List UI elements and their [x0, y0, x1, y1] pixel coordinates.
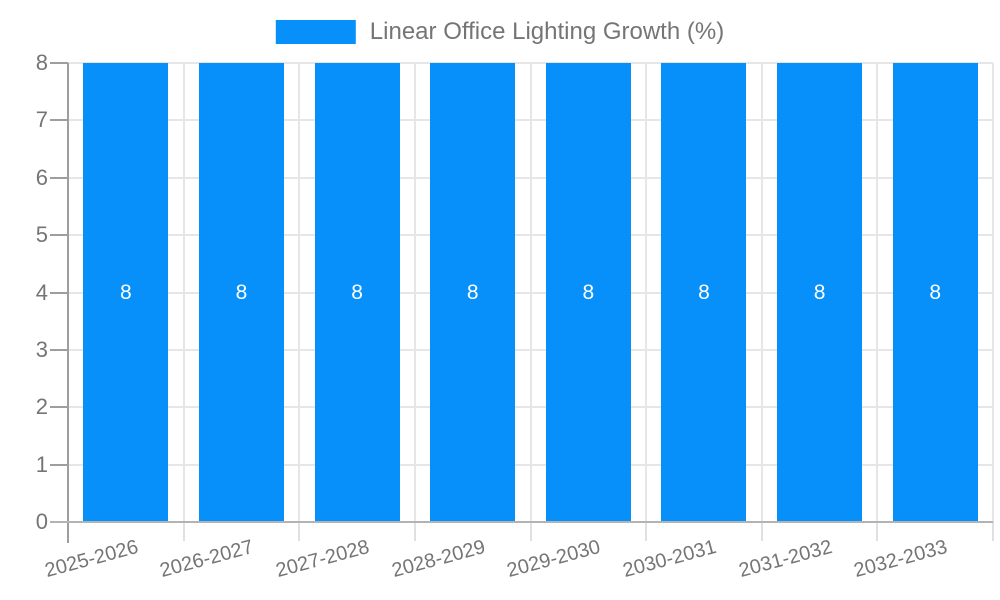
gridline-vertical: [992, 63, 994, 522]
bar: [314, 63, 400, 522]
x-axis-tick: [298, 522, 301, 541]
gridline-vertical: [529, 63, 532, 522]
bar: [661, 63, 747, 522]
x-axis-tick: [182, 522, 185, 541]
y-axis-tick-label: 5: [35, 222, 48, 248]
gridline-vertical: [413, 63, 416, 522]
gridline-vertical: [298, 63, 301, 522]
chart-legend: Linear Office Lighting Growth (%): [275, 18, 725, 45]
bar-value-label: 8: [813, 280, 826, 304]
y-axis-tick: [50, 348, 68, 351]
bar: [892, 63, 978, 522]
y-axis-tick-label: 8: [35, 50, 48, 75]
y-axis-tick: [50, 463, 68, 466]
y-axis-tick-label: 0: [35, 509, 48, 534]
bar: [83, 63, 169, 522]
bar-value-label: 8: [929, 280, 942, 304]
bar: [198, 63, 284, 522]
gridline-vertical: [876, 63, 879, 522]
y-axis-line: [67, 63, 69, 543]
legend-swatch: [275, 20, 356, 44]
x-axis-tick: [760, 522, 763, 541]
bar: [430, 63, 516, 522]
y-axis-tick-label: 4: [35, 279, 48, 305]
gridline-vertical: [182, 63, 185, 522]
y-axis-tick: [50, 234, 68, 237]
bar: [545, 63, 631, 522]
bar-value-label: 8: [235, 280, 248, 304]
x-axis-tick: [876, 522, 879, 541]
legend-label: Linear Office Lighting Growth (%): [369, 18, 725, 45]
x-axis-tick: [992, 522, 994, 541]
y-axis-tick-label: 2: [35, 394, 48, 420]
bar-value-label: 8: [351, 280, 363, 304]
bar-value-label: 8: [582, 280, 595, 304]
y-axis-tick-label: 3: [35, 336, 48, 362]
x-axis-tick: [413, 522, 416, 541]
y-axis-tick-label: 6: [35, 164, 48, 190]
y-axis-tick-label: 1: [35, 451, 48, 477]
x-axis-baseline: [50, 521, 993, 523]
y-axis-tick: [50, 176, 68, 179]
bar-value-label: 8: [119, 280, 132, 304]
bar-value-label: 8: [698, 280, 710, 304]
y-axis-tick: [50, 62, 68, 64]
y-axis-tick-label: 7: [35, 107, 48, 133]
y-axis-tick: [50, 406, 68, 409]
gridline-vertical: [645, 63, 648, 522]
x-axis-tick: [645, 522, 648, 541]
y-axis-tick: [50, 119, 68, 122]
gridline-vertical: [760, 63, 763, 522]
bar-value-label: 8: [466, 280, 479, 304]
x-axis-tick: [529, 522, 532, 541]
bar: [777, 63, 863, 522]
y-axis-tick: [50, 291, 68, 294]
